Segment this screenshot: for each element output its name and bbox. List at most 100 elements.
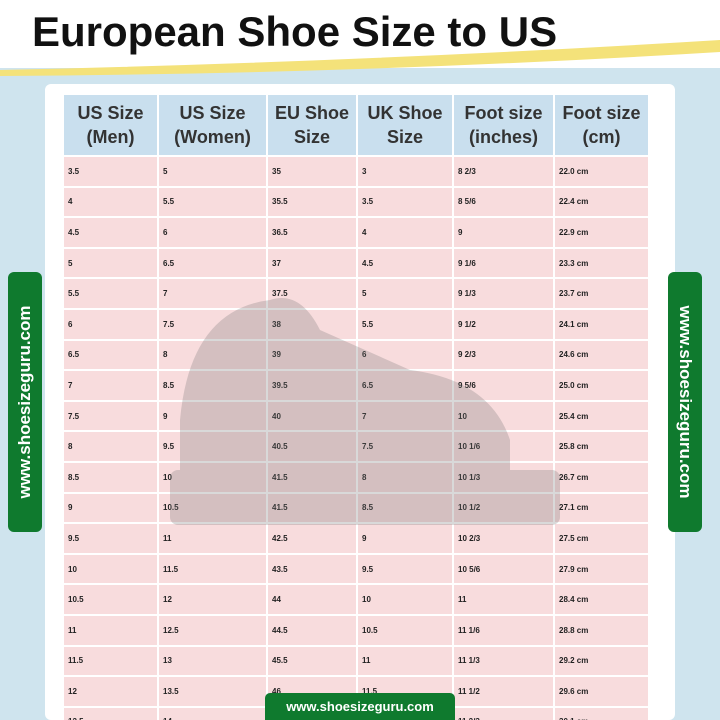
table-cell: 6.5 <box>356 369 454 402</box>
bottom-badge: www.shoesizeguru.com <box>265 693 455 720</box>
table-cell: 5 <box>62 246 159 280</box>
table-cell: 10 1/6 <box>452 430 555 463</box>
header-line: UK Shoe <box>367 103 443 123</box>
table-cell: 6 <box>157 216 268 249</box>
header-line: US Size <box>77 103 144 123</box>
header-line: EU Shoe <box>274 103 349 123</box>
table-cell: 37 <box>266 246 358 280</box>
table-row: 8 9.5 40.5 7.5 10 1/6 25.8 cm <box>62 430 650 463</box>
table-cell: 9 1/6 <box>452 246 555 280</box>
table-cell: 8 <box>157 338 268 372</box>
title: European Shoe Size to US <box>32 8 558 55</box>
table-body: 3.5 5 35 3 8 2/3 22.0 cm 4 5.5 35.5 3.5 8 5/6 22.4 … <box>62 155 650 720</box>
table-cell: 25.0 cm <box>553 369 650 402</box>
header-line: Foot size <box>464 103 543 123</box>
header-line: Size <box>293 127 331 147</box>
table-cell: 7 <box>62 369 159 402</box>
table-cell: 25.8 cm <box>553 430 650 463</box>
side-badge-right: www.shoesizeguru.com <box>668 272 702 532</box>
table-cell: 9 1/2 <box>452 307 555 341</box>
table-cell: 9 <box>62 491 159 525</box>
table-cell: 43.5 <box>266 552 358 586</box>
table-cell: 4 <box>356 216 454 249</box>
header-line: (Women) <box>174 127 251 147</box>
side-badge-left: www.shoesizeguru.com <box>8 272 42 532</box>
table-cell: 25.4 cm <box>553 399 650 433</box>
table-cell: 5.5 <box>157 185 268 219</box>
column-header: US Size (Women) <box>157 93 268 157</box>
table-cell: 6.5 <box>157 246 268 280</box>
table-row: 5 6.5 37 4.5 9 1/6 23.3 cm <box>62 246 650 280</box>
table-row: 11.5 13 45.5 11 11 1/3 29.2 cm <box>62 644 650 678</box>
table-cell: 9 <box>452 216 555 249</box>
table-row: 5.5 7 37.5 5 9 1/3 23.7 cm <box>62 277 650 310</box>
side-text: www.shoesizeguru.com <box>15 305 34 499</box>
table-cell: 10 1/2 <box>452 491 555 525</box>
table-row: 4 5.5 35.5 3.5 8 5/6 22.4 cm <box>62 185 650 219</box>
table-cell: 12 <box>62 675 159 708</box>
table-row: 7.5 9 40 7 10 25.4 cm <box>62 399 650 433</box>
table-row: 10 11.5 43.5 9.5 10 5/6 27.9 cm <box>62 552 650 586</box>
table-cell: 44.5 <box>266 613 358 647</box>
column-header: Foot size (inches) <box>452 93 555 157</box>
table-cell: 23.3 cm <box>553 246 650 280</box>
table-cell: 27.1 cm <box>553 491 650 525</box>
table-cell: 39 <box>266 338 358 372</box>
table-row: 9 10.5 41.5 8.5 10 1/2 27.1 cm <box>62 491 650 525</box>
table-cell: 35.5 <box>266 185 358 219</box>
header-line: Size <box>386 127 424 147</box>
table-cell: 27.9 cm <box>553 552 650 586</box>
table-cell: 7.5 <box>157 307 268 341</box>
table-cell: 4 <box>62 185 159 219</box>
table-cell: 11 1/2 <box>452 675 555 708</box>
table-cell: 9.5 <box>157 430 268 463</box>
table-row: 9.5 11 42.5 9 10 2/3 27.5 cm <box>62 522 650 555</box>
table-row: 3.5 5 35 3 8 2/3 22.0 cm <box>62 155 650 188</box>
table-cell: 6 <box>62 307 159 341</box>
table-cell: 9 2/3 <box>452 338 555 372</box>
table-cell: 11 1/3 <box>452 644 555 678</box>
table-cell: 22.0 cm <box>553 155 650 188</box>
table-cell: 10 1/3 <box>452 460 555 494</box>
table-cell: 45.5 <box>266 644 358 678</box>
table-cell: 10 <box>157 460 268 494</box>
table-cell: 27.5 cm <box>553 522 650 555</box>
table-cell: 44 <box>266 583 358 616</box>
table-cell: 12 <box>157 583 268 616</box>
table-cell: 28.8 cm <box>553 613 650 647</box>
table-cell: 3 <box>356 155 454 188</box>
header-line: (Men) <box>86 127 135 147</box>
table-cell: 24.1 cm <box>553 307 650 341</box>
table-cell: 7.5 <box>62 399 159 433</box>
table-cell: 10.5 <box>62 583 159 616</box>
table-cell: 8 <box>356 460 454 494</box>
table-cell: 36.5 <box>266 216 358 249</box>
table-cell: 8.5 <box>62 460 159 494</box>
table-cell: 8 5/6 <box>452 185 555 219</box>
table-cell: 7 <box>356 399 454 433</box>
table-cell: 29.2 cm <box>553 644 650 678</box>
table-row: 6 7.5 38 5.5 9 1/2 24.1 cm <box>62 307 650 341</box>
table-cell: 8 <box>62 430 159 463</box>
table-row: 11 12.5 44.5 10.5 11 1/6 28.8 cm <box>62 613 650 647</box>
table-row: 10.5 12 44 10 11 28.4 cm <box>62 583 650 616</box>
table-row: 7 8.5 39.5 6.5 9 5/6 25.0 cm <box>62 369 650 402</box>
table-cell: 10 5/6 <box>452 552 555 586</box>
table-row: 6.5 8 39 6 9 2/3 24.6 cm <box>62 338 650 372</box>
table-cell: 12.5 <box>157 613 268 647</box>
table-cell: 11 <box>356 644 454 678</box>
table-cell: 10 <box>452 399 555 433</box>
side-text: www.shoesizeguru.com <box>676 305 695 499</box>
table-cell: 9.5 <box>356 552 454 586</box>
table-cell: 10 <box>356 583 454 616</box>
table-cell: 11.5 <box>157 552 268 586</box>
table-cell: 5 <box>157 155 268 188</box>
column-header: Foot size (cm) <box>553 93 650 157</box>
table-cell: 37.5 <box>266 277 358 310</box>
table-cell: 8 2/3 <box>452 155 555 188</box>
table-cell: 12.5 <box>62 705 159 720</box>
table-cell: 8.5 <box>356 491 454 525</box>
header-line: (inches) <box>468 127 538 147</box>
table-cell: 28.4 cm <box>553 583 650 616</box>
